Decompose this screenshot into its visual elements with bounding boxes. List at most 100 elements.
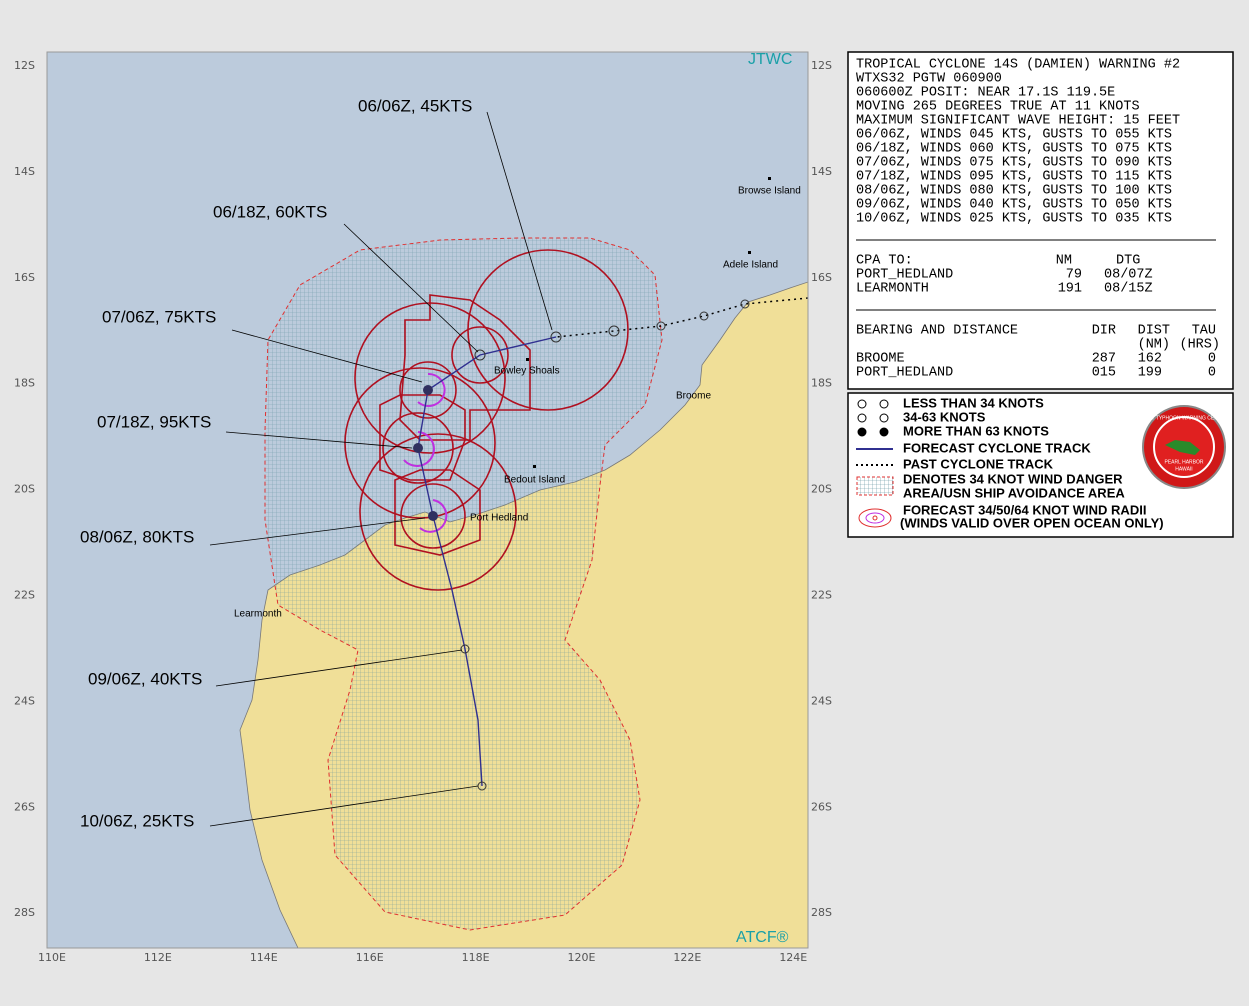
logo-text: PEARL HARBOR xyxy=(1165,459,1204,465)
warning-line: 07/18Z, WINDS 095 KTS, GUSTS TO 115 KTS xyxy=(856,170,1172,185)
lon-label: 112E xyxy=(144,951,172,964)
forecast-label: 09/06Z, 40KTS xyxy=(88,669,202,688)
bearing-cell: BROOME xyxy=(856,352,905,367)
place-dots xyxy=(526,177,771,468)
warning-line: 08/06Z, WINDS 080 KTS, GUSTS TO 100 KTS xyxy=(856,184,1172,199)
cpa-col: DTG xyxy=(1116,254,1140,269)
logo-text: JOINT TYPHOON WARNING CENTER xyxy=(1140,415,1228,421)
lon-label: 116E xyxy=(356,951,384,964)
bearing-cell: 0 xyxy=(1208,352,1216,367)
logo-text: HAWAII xyxy=(1175,466,1192,472)
lon-label: 118E xyxy=(462,951,490,964)
bearing-col: DIST xyxy=(1138,324,1170,339)
bearing-cell: 199 xyxy=(1138,366,1162,381)
forecast-label: 06/06Z, 45KTS xyxy=(358,96,472,115)
lat-label: 28S xyxy=(14,906,35,919)
cpa-cell: PORT_HEDLAND xyxy=(856,268,953,283)
lat-label: 14S xyxy=(14,165,35,178)
past-points xyxy=(460,299,750,791)
map xyxy=(47,52,808,948)
warning-line: 06/06Z, WINDS 045 KTS, GUSTS TO 055 KTS xyxy=(856,128,1172,143)
map-frame xyxy=(46,51,809,949)
legend-item: FORECAST 34/50/64 KNOT WIND RADII xyxy=(903,502,1146,517)
lat-label: 28S xyxy=(811,906,832,919)
warning-line: 06/18Z, WINDS 060 KTS, GUSTS TO 075 KTS xyxy=(856,142,1172,157)
footer: ATCF® xyxy=(736,929,789,946)
cpa-cell: 08/07Z xyxy=(1104,268,1153,283)
cpa-cell: 79 xyxy=(1066,268,1082,283)
logo xyxy=(1142,405,1226,489)
forecast-label: 06/18Z, 60KTS xyxy=(213,202,327,221)
legend-item: 34-63 KNOTS xyxy=(903,409,986,424)
bearing-cell: PORT_HEDLAND xyxy=(856,366,953,381)
warning-line: 10/06Z, WINDS 025 KTS, GUSTS TO 035 KTS xyxy=(856,212,1172,227)
cpa-col: NM xyxy=(1056,254,1072,269)
place-label: Bedout Island xyxy=(504,475,565,486)
legend-item: FORECAST CYCLONE TRACK xyxy=(903,440,1091,455)
danger-area xyxy=(264,237,663,931)
wind-radii xyxy=(344,249,629,591)
lat-label: 14S xyxy=(811,165,832,178)
warning-line: 07/06Z, WINDS 075 KTS, GUSTS TO 090 KTS xyxy=(856,156,1172,171)
place-label: Adele Island xyxy=(723,260,778,271)
forecast-label: 08/06Z, 80KTS xyxy=(80,527,194,546)
warning-line: MOVING 265 DEGREES TRUE AT 11 KNOTS xyxy=(856,100,1140,115)
legend-item: MORE THAN 63 KNOTS xyxy=(903,423,1049,438)
forecast-label: 07/06Z, 75KTS xyxy=(102,307,216,326)
legend-item: (WINDS VALID OVER OPEN OCEAN ONLY) xyxy=(900,515,1164,530)
lon-label: 120E xyxy=(568,951,596,964)
warning-line: TROPICAL CYCLONE 14S (DAMIEN) WARNING #2 xyxy=(856,58,1180,73)
lon-label: 124E xyxy=(779,951,807,964)
lat-label: 24S xyxy=(14,694,35,707)
lat-label: 16S xyxy=(14,271,35,284)
legend-item: PAST CYCLONE TRACK xyxy=(903,456,1054,471)
lat-label: 20S xyxy=(811,483,832,496)
bearing-cell: 162 xyxy=(1138,352,1162,367)
bearing-col: TAU xyxy=(1192,324,1216,339)
forecast-label: 10/06Z, 25KTS xyxy=(80,811,194,830)
place-label: Broome xyxy=(676,391,711,402)
place-label: Port Hedland xyxy=(470,513,528,524)
bearing-cell: 287 xyxy=(1092,352,1116,367)
warning-box xyxy=(847,51,1234,390)
lat-label: 26S xyxy=(14,800,35,813)
brand: JTWC xyxy=(748,51,792,68)
warning-line: WTXS32 PGTW 060900 xyxy=(856,72,1002,87)
lat-label: 18S xyxy=(14,377,35,390)
bearing-unit: (NM) xyxy=(1138,338,1170,353)
lat-label: 12S xyxy=(811,59,832,72)
lat-label: 26S xyxy=(811,800,832,813)
cpa-cell: 08/15Z xyxy=(1104,282,1153,297)
cpa-cell: LEARMONTH xyxy=(856,282,929,297)
legend-item: LESS THAN 34 KNOTS xyxy=(903,395,1044,410)
bearing-title: BEARING AND DISTANCE xyxy=(856,324,1018,339)
lat-label: 18S xyxy=(811,377,832,390)
lon-label: 122E xyxy=(673,951,701,964)
lon-label: 110E xyxy=(38,951,66,964)
bearing-cell: 0 xyxy=(1208,366,1216,381)
place-label: Browse Island xyxy=(738,186,801,197)
bearing-col: DIR xyxy=(1092,324,1116,339)
place-label: Learmonth xyxy=(234,609,282,620)
cpa-cell: 191 xyxy=(1058,282,1082,297)
strong-points xyxy=(413,385,438,521)
lat-label: 22S xyxy=(14,589,35,602)
lat-label: 12S xyxy=(14,59,35,72)
lat-label: 24S xyxy=(811,694,832,707)
bearing-cell: 015 xyxy=(1092,366,1116,381)
legend-item: DENOTES 34 KNOT WIND DANGER xyxy=(903,471,1123,486)
bearing-unit: (HRS) xyxy=(1179,338,1220,353)
cpa-title: CPA TO: xyxy=(856,254,913,269)
warning-line: 060600Z POSIT: NEAR 17.1S 119.5E xyxy=(856,86,1115,101)
lon-label: 114E xyxy=(250,951,278,964)
lat-label: 22S xyxy=(811,589,832,602)
lat-label: 20S xyxy=(14,483,35,496)
leader-lines xyxy=(209,111,553,827)
legend-item: AREA/USN SHIP AVOIDANCE AREA xyxy=(903,485,1125,500)
warning-line: 09/06Z, WINDS 040 KTS, GUSTS TO 050 KTS xyxy=(856,198,1172,213)
place-label: Bowley Shoals xyxy=(494,366,560,377)
legend-icons xyxy=(856,399,894,528)
lat-label: 16S xyxy=(811,271,832,284)
forecast-label: 07/18Z, 95KTS xyxy=(97,412,211,431)
